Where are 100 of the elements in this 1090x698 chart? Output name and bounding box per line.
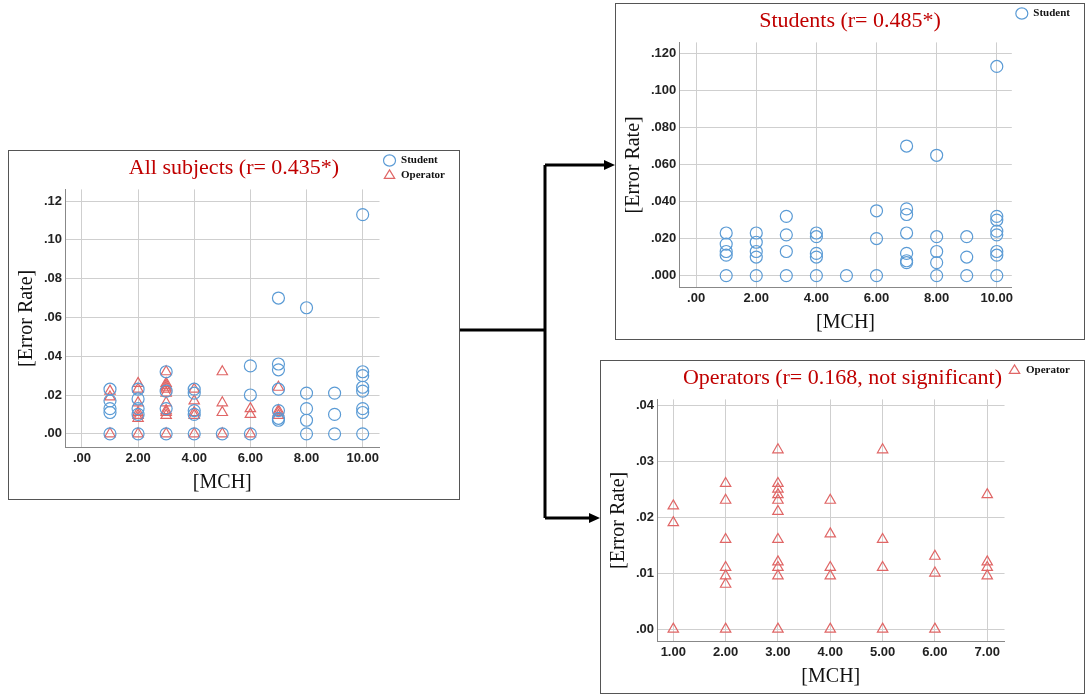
y-tick-label: .02 (43, 386, 63, 402)
point (216, 405, 229, 417)
y-tick-label: .06 (43, 309, 63, 325)
point (356, 208, 370, 222)
point (930, 148, 944, 162)
y-tick-label: .01 (635, 564, 655, 580)
y-tick-label: .120 (650, 45, 677, 61)
point (772, 504, 784, 516)
x-tick-label: 5.00 (869, 643, 896, 659)
point (930, 230, 944, 244)
point (779, 244, 793, 259)
point (244, 402, 257, 413)
point (772, 532, 784, 544)
x-axis-title: [MCH] (816, 310, 876, 333)
point (328, 407, 342, 422)
point (719, 493, 732, 504)
point (930, 256, 944, 270)
x-tick-label: 4.00 (803, 289, 830, 305)
point (299, 386, 314, 400)
point (899, 202, 914, 216)
point (356, 384, 370, 398)
point (719, 532, 732, 544)
x-tick-label: 4.00 (817, 643, 843, 659)
point (719, 248, 733, 262)
point (719, 268, 733, 283)
point (719, 237, 733, 251)
point (104, 390, 116, 401)
y-tick-label: .040 (650, 193, 677, 209)
point (899, 207, 914, 222)
point (772, 622, 784, 633)
point (772, 443, 784, 454)
point (719, 476, 732, 488)
point (869, 231, 884, 246)
point (981, 569, 994, 580)
point (930, 268, 944, 283)
y-axis-title: [Error Rate] (621, 116, 644, 214)
y-tick-label: .03 (635, 452, 655, 468)
point (188, 394, 201, 405)
point (667, 622, 680, 633)
point (824, 493, 837, 504)
point (772, 560, 784, 572)
y-tick-label: .00 (43, 425, 63, 441)
point (869, 204, 884, 218)
point (809, 250, 823, 264)
y-tick-label: .12 (43, 192, 63, 208)
point (271, 382, 286, 396)
point (824, 622, 837, 633)
point (876, 622, 889, 633)
x-tick-label: 8.00 (293, 449, 320, 465)
point (876, 443, 889, 454)
point (772, 569, 784, 580)
point (990, 248, 1004, 262)
point (719, 577, 732, 588)
point (824, 527, 837, 538)
x-tick-label: 8.00 (924, 289, 950, 305)
point (809, 226, 823, 240)
point (779, 268, 793, 283)
point (899, 246, 914, 260)
y-tick-label: .04 (635, 396, 655, 412)
point (103, 402, 117, 416)
point (103, 394, 117, 408)
point (824, 560, 837, 572)
point (990, 268, 1004, 283)
point (272, 380, 285, 391)
y-tick-label: .04 (43, 347, 63, 363)
x-axis-title: [MCH] (801, 664, 861, 687)
point (929, 549, 941, 560)
point (809, 268, 823, 283)
point (809, 230, 823, 244)
point (824, 569, 837, 580)
x-tick-label: 2.00 (712, 643, 739, 659)
point (929, 622, 941, 633)
point (243, 388, 257, 402)
point (990, 228, 1004, 242)
point (132, 396, 144, 407)
point (899, 139, 914, 153)
legend-label: Student (401, 153, 439, 166)
chart-title: All subjects (r= 0.435*) (128, 153, 340, 179)
point (990, 224, 1004, 238)
point (990, 59, 1004, 74)
y-axis-title: [Error Rate] (14, 269, 37, 367)
point (772, 482, 784, 493)
point (809, 246, 823, 260)
point (772, 488, 784, 499)
point (960, 268, 974, 283)
y-axis-title: [Error Rate] (606, 471, 629, 569)
x-tick-label: 1.00 (660, 643, 686, 659)
point (981, 488, 994, 499)
point (772, 555, 784, 566)
y-tick-label: .080 (650, 119, 677, 135)
point (271, 357, 286, 371)
y-tick-label: .08 (43, 270, 63, 286)
point (299, 301, 314, 315)
x-tick-label: 6.00 (237, 449, 264, 465)
legend-label: Operator (401, 168, 446, 181)
point (990, 213, 1004, 227)
point (216, 396, 229, 407)
point (719, 226, 733, 240)
point (132, 376, 144, 387)
point (930, 244, 944, 259)
